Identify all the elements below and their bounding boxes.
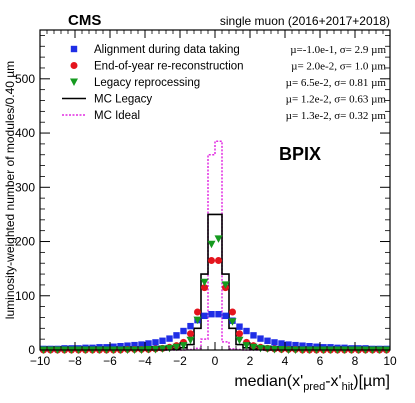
x-tick-label: −8	[68, 354, 82, 368]
data-point-eoy	[187, 330, 194, 338]
data-point-alignment	[180, 327, 187, 335]
data-point-alignment	[173, 332, 180, 339]
data-point-alignment	[271, 339, 278, 346]
data-point-alignment	[166, 335, 173, 342]
data-point-legacy-reproc	[214, 235, 223, 243]
data-point-alignment	[243, 327, 250, 335]
data-point-alignment	[250, 332, 257, 339]
data-point-legacy-reproc	[249, 343, 258, 352]
data-point-alignment	[208, 311, 215, 318]
x-tick-label: 6	[317, 354, 324, 368]
legend-stat-mc-legacy: µ= 1.2e-2, σ= 0.63 µm	[286, 94, 387, 106]
data-point-legacy-reproc	[172, 343, 181, 352]
legend-label-eoy: End-of-year re-reconstruction	[94, 61, 244, 73]
data-point-legacy-reproc	[200, 278, 209, 287]
series-eoy	[40, 257, 390, 354]
x-tick-label: 2	[247, 354, 254, 368]
data-point-alignment	[187, 322, 194, 330]
region-label: BPIX	[279, 144, 321, 164]
data-point-eoy	[215, 257, 222, 265]
legend-label-legacy-reproc: Legacy reprocessing	[94, 77, 200, 89]
data-point-alignment	[131, 341, 138, 349]
x-tick-label: −2	[173, 354, 187, 368]
legend-stat-legacy-reproc: µ= 6.5e-2, σ= 0.81 µm	[286, 77, 387, 89]
legend-stat-eoy: µ= 2.0e-2, σ= 1.0 µm	[291, 61, 386, 73]
legend-swatch-eoy	[70, 62, 78, 69]
data-point-alignment	[306, 343, 313, 350]
series-line-mc-legacy	[40, 213, 390, 351]
data-point-alignment	[292, 341, 299, 349]
x-axis-label: median(x'pred-x'hit)[µm]	[234, 373, 390, 393]
data-point-alignment	[215, 311, 222, 318]
series-legacy-reproc	[39, 235, 391, 354]
plot-area	[39, 140, 391, 354]
x-tick-label: 8	[352, 354, 359, 368]
data-point-legacy-reproc	[165, 344, 174, 353]
data-point-eoy	[229, 308, 236, 316]
data-point-alignment	[299, 342, 306, 349]
legend-swatch-alignment	[70, 45, 78, 53]
data-point-legacy-reproc	[235, 336, 244, 345]
data-point-legacy-reproc	[242, 342, 251, 350]
data-point-alignment	[264, 337, 271, 344]
y-tick-label: 400	[15, 126, 35, 140]
legend-stat-mc-ideal: µ= 1.3e-2, σ= 0.32 µm	[286, 110, 387, 122]
data-point-alignment	[124, 342, 131, 349]
data-point-alignment	[145, 340, 152, 347]
data-point-eoy	[236, 330, 243, 338]
data-point-alignment	[152, 339, 159, 346]
legend-stat-alignment: µ=-1.0e-1, σ= 2.9 µm	[290, 44, 386, 56]
data-point-eoy	[194, 308, 201, 316]
x-tick-label: 10	[383, 354, 397, 368]
data-point-legacy-reproc	[207, 240, 216, 249]
x-tick-label: 4	[282, 354, 289, 368]
y-tick-label: 100	[15, 289, 35, 303]
data-point-legacy-reproc	[256, 344, 265, 353]
legend-label-alignment: Alignment during data taking	[94, 44, 240, 56]
y-tick-label: 500	[15, 72, 35, 86]
data-point-legacy-reproc	[158, 345, 167, 353]
legend: Alignment during data taking µ=-1.0e-1, σ…	[62, 44, 386, 122]
data-point-legacy-reproc	[228, 318, 237, 326]
dataset-label: single muon (2016+2017+2018)	[220, 14, 390, 28]
y-axis-label: luminosity-weighted number of modules/0.…	[3, 61, 17, 319]
data-point-alignment	[201, 312, 208, 320]
y-tick-label: 200	[15, 235, 35, 249]
series-line-mc-ideal	[40, 140, 390, 351]
data-point-legacy-reproc	[221, 281, 230, 289]
data-point-alignment	[117, 343, 124, 350]
data-point-eoy	[208, 257, 215, 265]
legend-label-mc-ideal: MC Ideal	[94, 110, 140, 122]
legend-swatch-legacy-reproc	[70, 78, 78, 86]
data-point-eoy	[201, 284, 208, 292]
data-point-legacy-reproc	[193, 316, 202, 325]
x-tick-label: −10	[30, 354, 51, 368]
data-point-alignment	[222, 312, 229, 320]
x-tick-label: −4	[138, 354, 152, 368]
x-tick-label: −6	[103, 354, 117, 368]
data-point-legacy-reproc	[263, 345, 272, 353]
x-tick-label: 0	[212, 354, 219, 368]
y-tick-label: 0	[28, 343, 35, 357]
data-point-alignment	[278, 340, 285, 347]
data-point-legacy-reproc	[186, 336, 195, 345]
data-point-alignment	[257, 335, 264, 342]
legend-label-mc-legacy: MC Legacy	[94, 94, 152, 106]
y-tick-label: 300	[15, 180, 35, 194]
data-point-alignment	[285, 341, 292, 348]
data-point-legacy-reproc	[179, 342, 188, 350]
experiment-label: CMS	[68, 12, 101, 29]
data-point-alignment	[159, 337, 166, 344]
data-point-alignment	[138, 341, 145, 348]
data-point-alignment	[236, 323, 243, 330]
